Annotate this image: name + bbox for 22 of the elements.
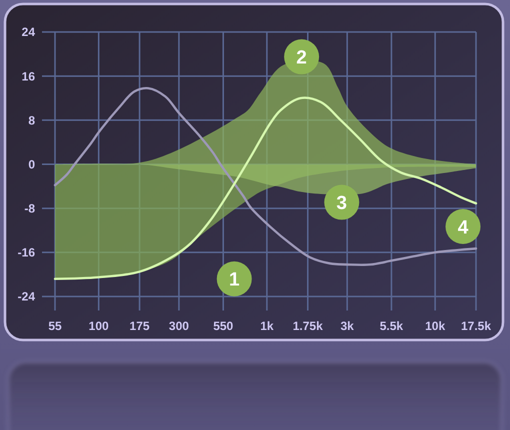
x-tick-label: 55 [48,319,62,333]
annotation: 2 [296,48,307,69]
x-tick-label: 10k [425,319,446,333]
annotation: 1 [229,270,240,291]
x-tick-label: 175 [130,319,150,333]
x-tick-label: 550 [213,319,234,333]
x-tick-label: 5.5k [380,319,404,333]
x-tick-label: 300 [168,319,190,333]
y-tick-label: 0 [28,157,36,172]
annotation: 4 [458,217,469,238]
annotation: 3 [336,193,348,214]
x-tick-label: 3k [340,319,354,333]
x-tick-label: 1.75k [292,319,324,333]
y-tick-label: 16 [22,69,36,84]
y-tick-label: 8 [28,113,36,128]
x-tick-label: 1k [260,319,274,333]
x-tick-label: 17.5k [460,319,492,333]
y-tick-label: -24 [18,290,36,304]
y-tick-label: -8 [24,202,36,216]
x-tick-label: 100 [88,319,110,333]
y-tick-label: 24 [22,25,36,40]
y-tick-label: -16 [18,246,36,260]
